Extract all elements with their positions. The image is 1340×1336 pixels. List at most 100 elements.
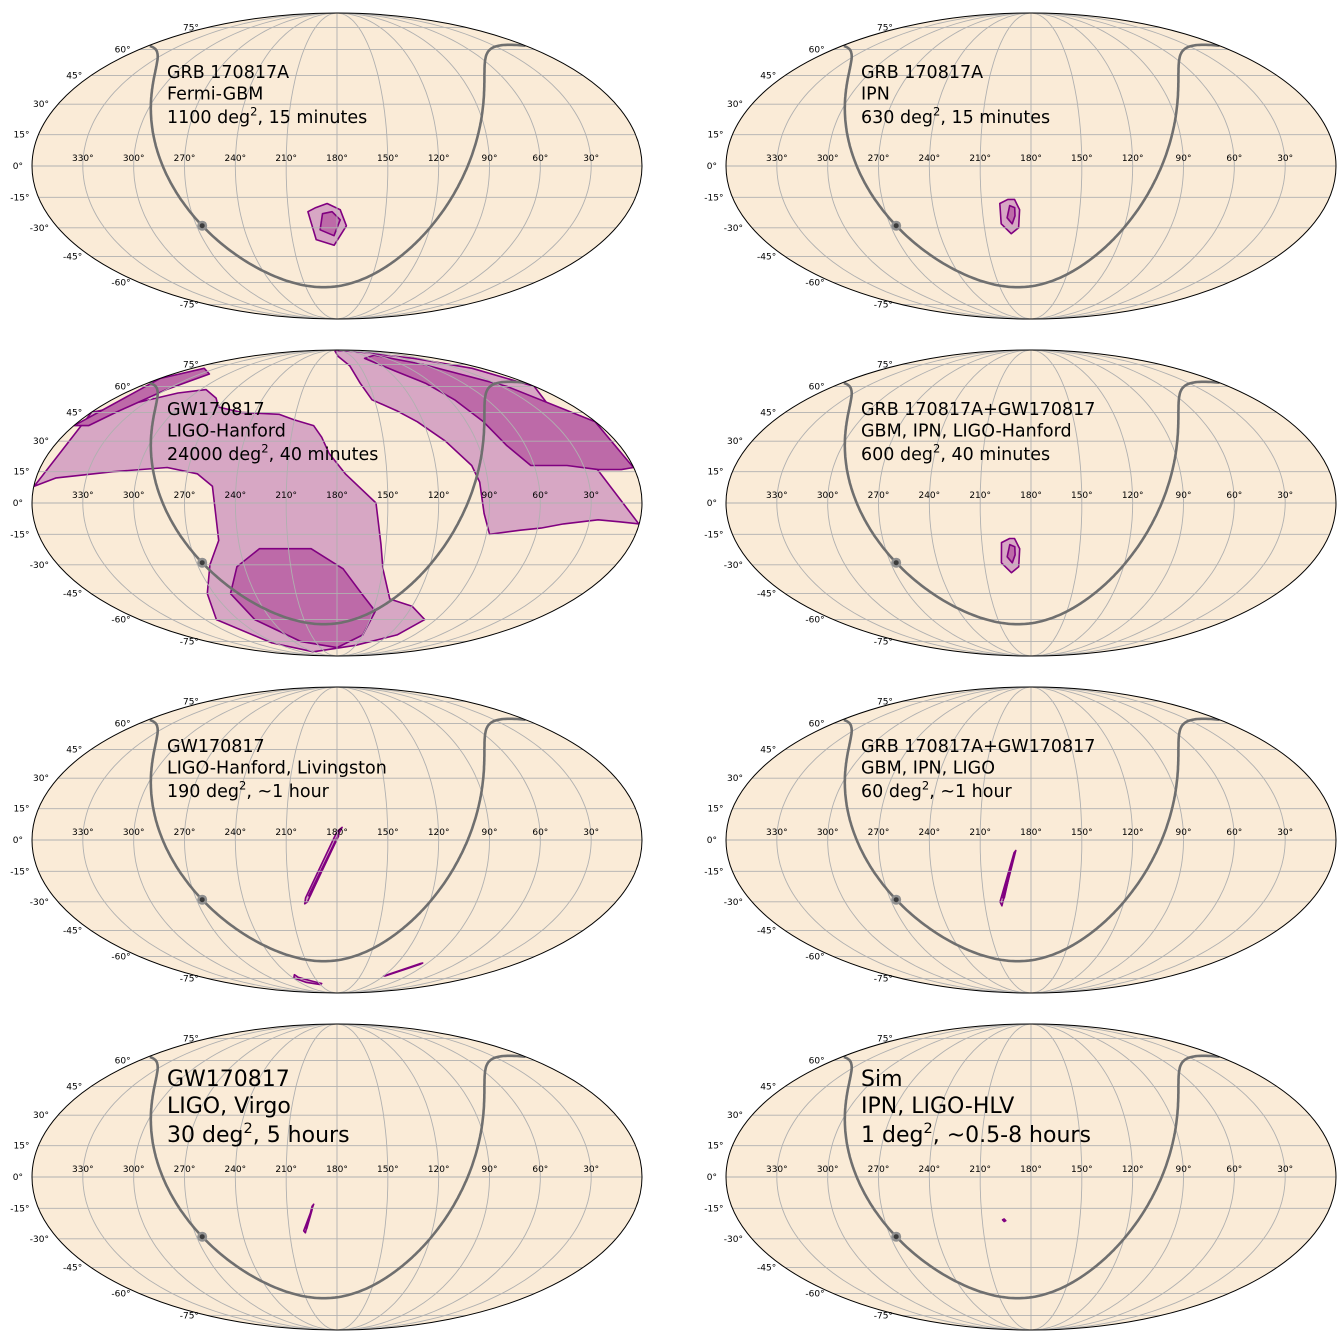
skymap-panel-1: 75° 60° 45° 30° 15° 0° -15° -30° -45° -60° -75° 330…: [10, 12, 643, 320]
lat-tick-label: -15°: [704, 193, 723, 203]
time-text: , ~0.5-8 hours: [933, 1123, 1091, 1148]
area-exponent: 2: [261, 442, 268, 456]
meridian-line: [339, 1024, 490, 1330]
lon-tick-label: 240°: [224, 491, 246, 501]
meridian-line: [928, 687, 1030, 993]
meridian-line: [776, 350, 1028, 656]
sky-boundary: [725, 12, 1337, 320]
panel-title: GRB 170817A: [861, 63, 983, 83]
panel-area-time: 630 deg2, 15 minutes: [861, 105, 1050, 128]
lat-tick-label: -15°: [10, 1204, 29, 1214]
skymap-panel-4: 75° 60° 45° 30° 15° 0° -15° -30° -45° -60° -75° 330…: [704, 349, 1337, 657]
galactic-plane-line: [149, 44, 204, 227]
panel-instrument: GBM, IPN, LIGO-Hanford: [861, 422, 1072, 442]
lat-tick-label: -60°: [111, 953, 130, 963]
meridian-line: [878, 1024, 1029, 1330]
skymap-panel-7: 75° 60° 45° 30° 15° 0° -15° -30° -45° -60° -75° 330…: [10, 1023, 643, 1331]
lat-tick-label: -75°: [180, 301, 199, 311]
area-exponent: 2: [239, 779, 246, 793]
lat-tick-label: 30°: [727, 100, 743, 110]
meridian-line: [184, 13, 335, 319]
lon-tick-label: 150°: [377, 1165, 399, 1175]
lat-tick-label: 15°: [708, 805, 724, 815]
galactic-plane-line: [201, 717, 526, 963]
lat-tick-label: 75°: [183, 23, 199, 33]
lon-tick-label: 120°: [1122, 491, 1144, 501]
galactic-plane-line: [843, 381, 898, 564]
meridian-line: [827, 687, 1028, 993]
lat-tick-label: -60°: [111, 1290, 130, 1300]
lat-tick-label: 45°: [760, 71, 776, 81]
sky-boundary: [725, 1023, 1337, 1331]
panel-instrument: LIGO, Virgo: [167, 1094, 291, 1119]
meridian-line: [285, 13, 337, 319]
meridian-line: [878, 13, 1029, 319]
credible-region-outer: [1001, 1218, 1007, 1223]
meridian-line: [285, 350, 337, 656]
lon-tick-label: 60°: [532, 1165, 548, 1175]
lon-tick-label: 240°: [918, 491, 940, 501]
panel-title: GRB 170817A+GW170817: [861, 737, 1095, 757]
lon-tick-label: 270°: [174, 828, 196, 838]
lat-tick-label: 60°: [115, 382, 131, 392]
credible-region-inner: [1002, 856, 1015, 899]
lat-tick-label: 15°: [14, 468, 30, 478]
lon-tick-label: 270°: [174, 491, 196, 501]
lat-tick-label: 45°: [66, 408, 82, 418]
lon-tick-label: 150°: [377, 154, 399, 164]
lat-tick-label: -75°: [874, 1312, 893, 1322]
panel-instrument: LIGO-Hanford, Livingston: [167, 759, 387, 779]
galactic-center-dot: [199, 897, 205, 903]
time-text: , 40 minutes: [940, 445, 1050, 465]
lat-tick-label: 75°: [183, 697, 199, 707]
meridian-line: [82, 350, 334, 656]
lat-tick-label: 60°: [809, 1056, 825, 1066]
meridian-line: [1031, 1024, 1083, 1330]
lat-tick-label: -75°: [180, 638, 199, 648]
galactic-plane-line: [895, 1054, 1220, 1300]
lon-tick-label: 90°: [1176, 1165, 1192, 1175]
lon-tick-label: 180°: [326, 1165, 348, 1175]
galactic-center-dot: [893, 560, 899, 566]
panel-title: GRB 170817A: [167, 63, 289, 83]
meridian-line: [184, 687, 335, 993]
lat-tick-label: -60°: [805, 279, 824, 289]
lon-tick-label: 270°: [174, 1165, 196, 1175]
lon-tick-label: 330°: [766, 154, 788, 164]
lat-tick-label: 30°: [33, 100, 49, 110]
lat-tick-label: -30°: [724, 898, 743, 908]
lon-tick-label: 30°: [1277, 1165, 1293, 1175]
lat-tick-label: 0°: [13, 162, 23, 172]
panel-area-time: 190 deg2, ~1 hour: [167, 779, 330, 802]
lat-tick-label: 60°: [809, 719, 825, 729]
galactic-center-dot: [199, 1234, 205, 1240]
lat-tick-label: -75°: [874, 638, 893, 648]
lat-tick-label: 75°: [877, 360, 893, 370]
meridian-line: [133, 1024, 334, 1330]
lon-tick-label: 270°: [868, 154, 890, 164]
meridian-line: [1032, 13, 1134, 319]
lat-tick-label: -75°: [180, 975, 199, 985]
area-exponent: 2: [250, 105, 257, 119]
meridian-line: [285, 687, 337, 993]
lon-tick-label: 210°: [275, 828, 297, 838]
lon-tick-label: 210°: [969, 1165, 991, 1175]
lat-tick-label: 15°: [14, 805, 30, 815]
area-value: 1 deg: [861, 1123, 923, 1148]
panel-title: Sim: [861, 1067, 903, 1092]
lon-tick-label: 90°: [1176, 154, 1192, 164]
meridian-line: [1031, 687, 1083, 993]
lat-tick-label: 0°: [707, 836, 717, 846]
galactic-plane-line: [149, 1055, 204, 1238]
time-text: , 15 minutes: [257, 108, 367, 128]
meridian-line: [878, 350, 1029, 656]
lon-tick-label: 300°: [817, 828, 839, 838]
panel-area-time: 24000 deg2, 40 minutes: [167, 442, 378, 465]
lon-tick-label: 120°: [1122, 1165, 1144, 1175]
lat-tick-label: 45°: [66, 71, 82, 81]
lon-tick-label: 60°: [1226, 828, 1242, 838]
lon-tick-label: 30°: [583, 1165, 599, 1175]
lon-tick-label: 330°: [766, 1165, 788, 1175]
lon-tick-label: 300°: [123, 1165, 145, 1175]
